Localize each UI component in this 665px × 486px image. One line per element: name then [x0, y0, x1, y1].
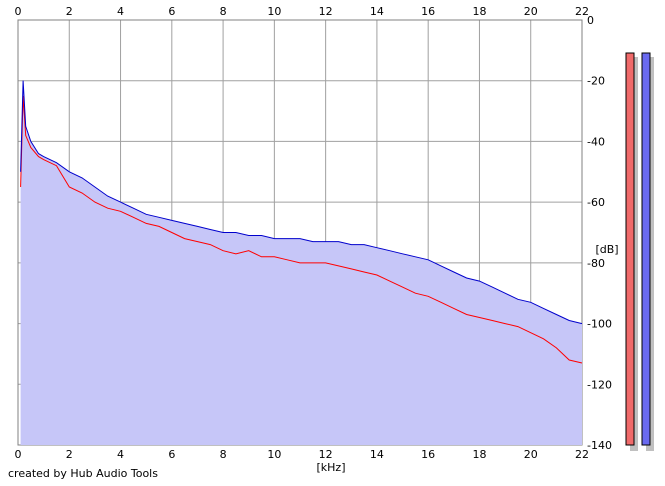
y-tick-label: -140	[587, 439, 612, 452]
x-tick-label: 12	[319, 448, 333, 461]
x-tick-label: 12	[319, 5, 333, 18]
y-tick-label: -100	[587, 318, 612, 331]
y-axis-label: [dB]	[595, 243, 618, 256]
series-lines	[20, 80, 583, 364]
y-tick-label: -80	[587, 257, 605, 270]
x-tick-label: 14	[370, 5, 384, 18]
x-tick-label: 4	[117, 5, 124, 18]
x-tick-label: 10	[267, 448, 281, 461]
y-tick-label: 0	[587, 14, 594, 27]
x-tick-label: 16	[421, 5, 435, 18]
x-tick-label: 4	[117, 448, 124, 461]
tick-labels: 002244668810101212141416161818202022220-…	[15, 5, 612, 461]
x-tick-label: 8	[220, 448, 227, 461]
x-tick-label: 0	[15, 5, 22, 18]
x-tick-label: 2	[66, 448, 73, 461]
meter-right-channel	[641, 52, 651, 446]
series-line-1	[20, 95, 583, 364]
x-axis-label: [kHz]	[317, 461, 346, 474]
series-line-2	[20, 80, 583, 325]
x-tick-label: 20	[524, 5, 538, 18]
x-tick-label: 2	[66, 5, 73, 18]
level-meters	[625, 52, 654, 451]
x-tick-label: 10	[267, 5, 281, 18]
x-tick-label: 6	[168, 448, 175, 461]
x-tick-label: 8	[220, 5, 227, 18]
x-tick-label: 18	[472, 5, 486, 18]
x-tick-label: 22	[575, 448, 589, 461]
meter-left-channel	[625, 52, 635, 446]
y-tick-label: -60	[587, 196, 605, 209]
x-tick-label: 16	[421, 448, 435, 461]
x-tick-label: 6	[168, 5, 175, 18]
y-tick-label: -20	[587, 75, 605, 88]
x-tick-label: 22	[575, 5, 589, 18]
y-tick-label: -120	[587, 378, 612, 391]
x-tick-label: 14	[370, 448, 384, 461]
x-tick-label: 20	[524, 448, 538, 461]
credit-text: created by Hub Audio Tools	[8, 467, 158, 480]
x-tick-label: 0	[15, 448, 22, 461]
x-tick-label: 18	[472, 448, 486, 461]
y-tick-label: -40	[587, 135, 605, 148]
